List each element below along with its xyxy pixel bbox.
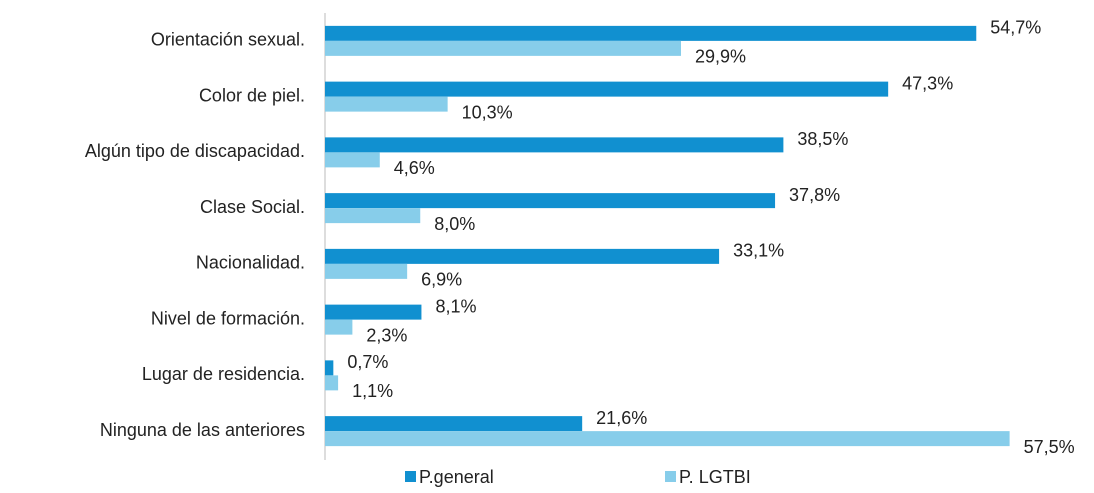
- bar: [325, 152, 380, 168]
- y-tick-label: Ninguna de las anteriores: [100, 420, 305, 440]
- bar: [325, 375, 339, 391]
- data-label: 21,6%: [596, 408, 647, 428]
- bar: [325, 208, 421, 224]
- bar: [325, 81, 889, 97]
- data-label: 29,9%: [695, 47, 746, 67]
- data-label: 10,3%: [462, 102, 513, 122]
- bar: [325, 248, 720, 264]
- bar: [325, 96, 448, 112]
- bar: [325, 193, 776, 209]
- legend-label: P. LGTBI: [679, 467, 751, 487]
- y-tick-label: Orientación sexual.: [151, 30, 305, 50]
- bar: [325, 40, 681, 56]
- y-tick-label: Lugar de residencia.: [142, 364, 305, 384]
- bar: [325, 263, 408, 279]
- data-label: 8,0%: [434, 214, 475, 234]
- data-label: 47,3%: [902, 73, 953, 93]
- bar: [325, 319, 353, 335]
- data-label: 57,5%: [1024, 437, 1075, 457]
- legend-label: P.general: [419, 467, 494, 487]
- data-label: 8,1%: [435, 296, 476, 316]
- bar: [325, 431, 1010, 447]
- bar: [325, 25, 977, 41]
- y-tick-label: Nivel de formación.: [151, 308, 305, 328]
- bar: [325, 137, 784, 153]
- data-label: 6,9%: [421, 270, 462, 290]
- data-label: 37,8%: [789, 185, 840, 205]
- data-label: 4,6%: [394, 158, 435, 178]
- data-label: 0,7%: [347, 352, 388, 372]
- y-tick-label: Nacionalidad.: [196, 253, 305, 273]
- data-label: 1,1%: [352, 381, 393, 401]
- bar: [325, 304, 422, 320]
- bar: [325, 360, 334, 376]
- y-tick-label: Clase Social.: [200, 197, 305, 217]
- y-tick-label: Algún tipo de discapacidad.: [85, 141, 305, 161]
- data-label: 38,5%: [797, 129, 848, 149]
- data-label: 2,3%: [366, 325, 407, 345]
- legend-swatch: [665, 471, 676, 482]
- bar: [325, 416, 583, 432]
- data-label: 54,7%: [990, 18, 1041, 38]
- data-label: 33,1%: [733, 241, 784, 261]
- legend-swatch: [405, 471, 416, 482]
- y-tick-label: Color de piel.: [199, 85, 305, 105]
